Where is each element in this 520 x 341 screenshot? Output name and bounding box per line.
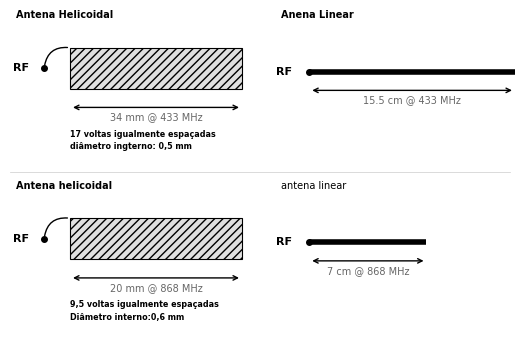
- Text: RF: RF: [13, 234, 29, 244]
- Text: Anena Linear: Anena Linear: [281, 10, 354, 20]
- Text: 9,5 voltas igualmente espaçadas
Diâmetro interno:0,6 mm: 9,5 voltas igualmente espaçadas Diâmetro…: [70, 300, 219, 322]
- Text: 34 mm @ 433 MHz: 34 mm @ 433 MHz: [110, 113, 202, 122]
- Bar: [70, 218, 242, 259]
- Text: RF: RF: [276, 66, 292, 77]
- Text: Antena helicoidal: Antena helicoidal: [16, 181, 112, 191]
- Text: 7 cm @ 868 MHz: 7 cm @ 868 MHz: [327, 266, 409, 276]
- Text: RF: RF: [276, 237, 292, 247]
- Text: 17 voltas igualmente espaçadas
diâmetro ingterno: 0,5 mm: 17 voltas igualmente espaçadas diâmetro …: [70, 130, 216, 151]
- Text: 20 mm @ 868 MHz: 20 mm @ 868 MHz: [110, 283, 202, 293]
- Text: antena linear: antena linear: [281, 181, 346, 191]
- Text: RF: RF: [13, 63, 29, 73]
- Text: Antena Helicoidal: Antena Helicoidal: [16, 10, 113, 20]
- Bar: [70, 48, 242, 89]
- Text: 15.5 cm @ 433 MHz: 15.5 cm @ 433 MHz: [363, 95, 461, 105]
